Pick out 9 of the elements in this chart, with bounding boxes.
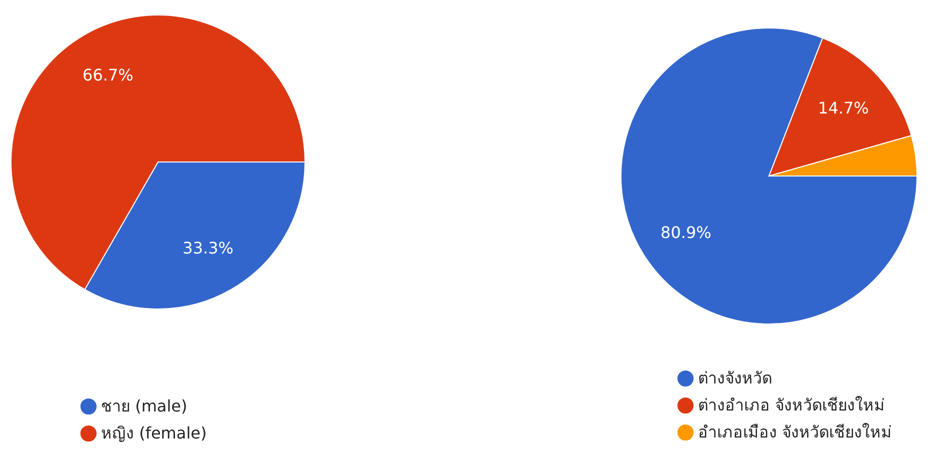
data-label: 14.7% xyxy=(818,98,869,118)
legend-label: ต่างอำเภอ จังหวัดเชียงใหม่ xyxy=(698,396,886,414)
legend-label: อำเภอเมือง จังหวัดเชียงใหม่ xyxy=(698,422,892,442)
data-label: 80.9% xyxy=(660,222,712,242)
data-label: 66.7% xyxy=(82,65,134,84)
legend-label: หญิง (female) xyxy=(101,424,207,442)
data-label: 33.3% xyxy=(182,238,234,258)
legend-label: ชาย (male) xyxy=(101,396,188,416)
legend-label: ต่างจังหวัด xyxy=(698,368,772,388)
